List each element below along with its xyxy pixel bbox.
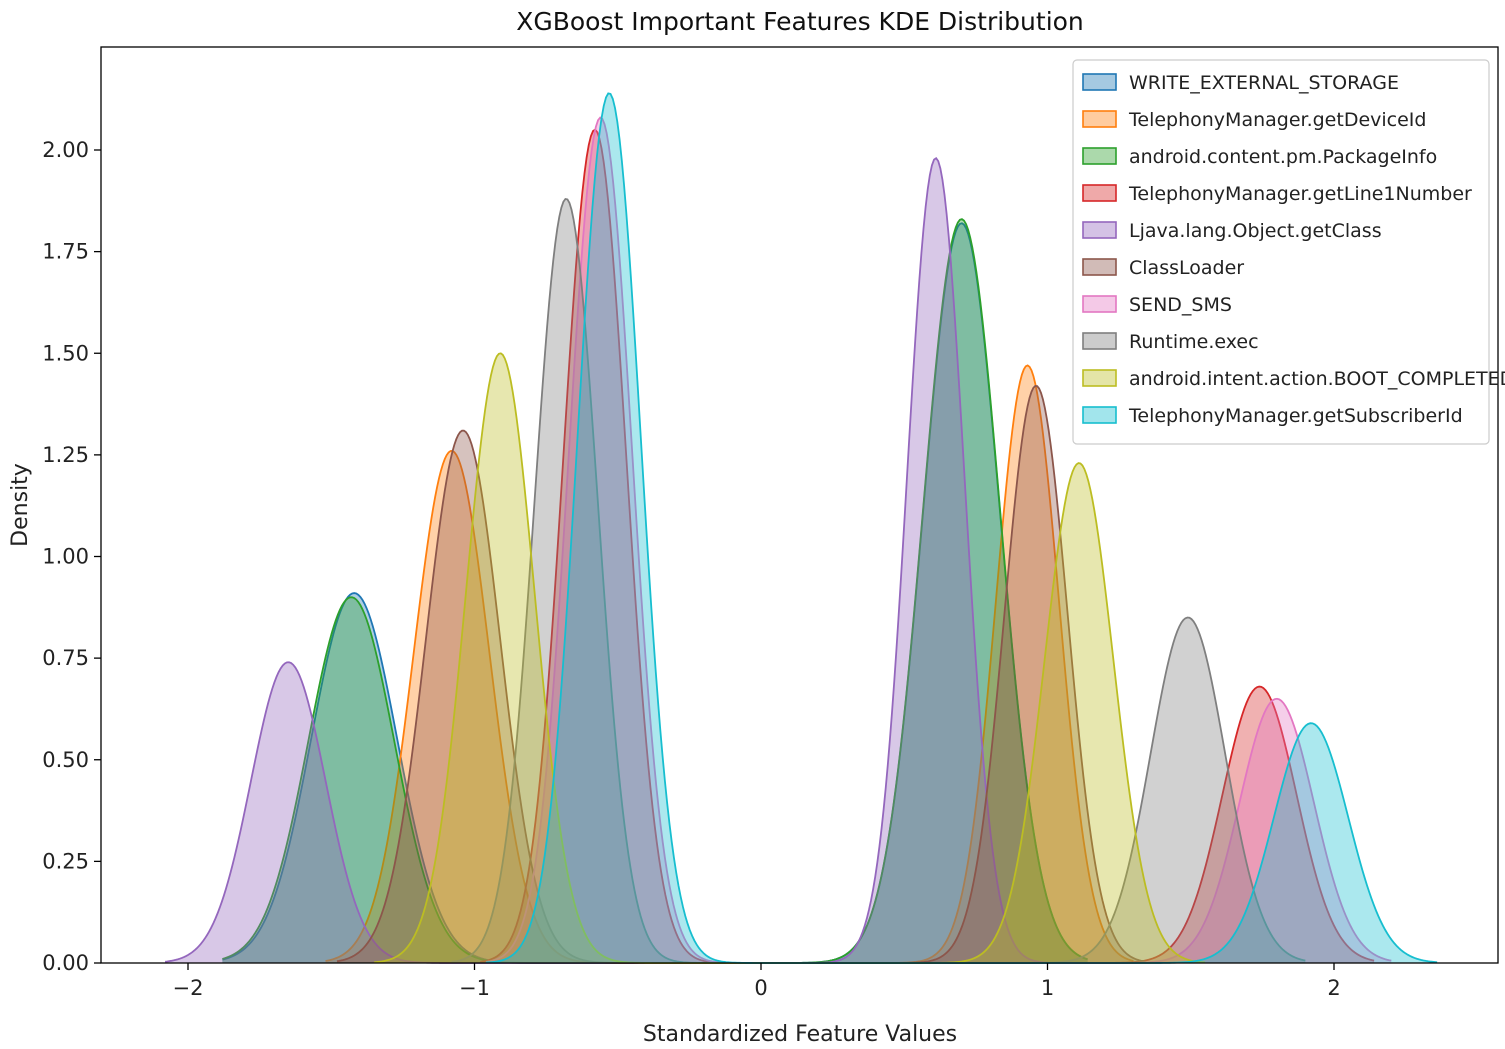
kde-area-4 [165, 158, 1048, 963]
y-tick-label: 1.75 [42, 240, 89, 264]
legend-item: TelephonyManager.getSubscriberId [1082, 405, 1463, 427]
legend-label: TelephonyManager.getLine1Number [1128, 183, 1472, 205]
legend-label: WRITE_EXTERNAL_STORAGE [1129, 72, 1399, 94]
legend-label: SEND_SMS [1129, 294, 1232, 316]
kde-area-8 [374, 353, 1206, 964]
kde-area-1 [325, 365, 1134, 964]
legend-swatch [1082, 184, 1117, 202]
y-tick-label: 0.75 [42, 646, 89, 670]
y-axis-ticks: 0.00 0.25 0.50 0.75 1.00 1.25 1.50 1.75 2.00 [42, 138, 101, 975]
y-tick-label: 2.00 [42, 138, 89, 162]
x-axis-label: Standardized Feature Values [643, 1022, 957, 1047]
x-tick-label: 2 [1327, 976, 1340, 1000]
y-tick-label: 1.25 [42, 443, 89, 467]
legend-label: ClassLoader [1129, 257, 1244, 279]
legend-swatch [1082, 295, 1117, 313]
kde-area-5 [336, 385, 1145, 963]
y-tick-label: 1.50 [42, 341, 89, 365]
legend-swatch [1082, 221, 1117, 239]
legend-label: Ljava.lang.Object.getClass [1129, 220, 1382, 242]
x-tick-label: −1 [459, 976, 490, 1000]
kde-area-7 [451, 199, 1306, 963]
kde-area-2 [222, 219, 1088, 963]
y-tick-label: 0.25 [42, 849, 89, 873]
legend-swatch [1082, 369, 1117, 387]
legend-item: SEND_SMS [1082, 294, 1232, 316]
legend-item: ClassLoader [1082, 257, 1244, 279]
legend-swatch [1082, 406, 1117, 424]
kde-area-6 [485, 117, 1392, 963]
legend-label: Runtime.exec [1129, 331, 1259, 353]
legend: WRITE_EXTERNAL_STORAGE TelephonyManager.g… [1072, 59, 1505, 445]
x-axis-ticks: −2 −1 0 1 2 [173, 963, 1341, 1000]
legend-box [1072, 59, 1490, 445]
legend-swatch [1082, 258, 1117, 276]
x-tick-label: −2 [173, 976, 204, 1000]
legend-swatch [1082, 147, 1117, 165]
legend-label: TelephonyManager.getDeviceId [1128, 109, 1426, 131]
legend-item: TelephonyManager.getLine1Number [1082, 183, 1472, 205]
legend-label: TelephonyManager.getSubscriberId [1128, 405, 1463, 427]
plot-frame [100, 46, 1499, 964]
y-axis-label: Density [8, 463, 33, 547]
kde-area-0 [222, 223, 1088, 963]
y-tick-label: 1.00 [42, 545, 89, 569]
x-tick-label: 1 [1041, 976, 1054, 1000]
kde-area-9 [485, 93, 1438, 963]
legend-item: TelephonyManager.getDeviceId [1082, 109, 1426, 131]
legend-swatch [1082, 332, 1117, 350]
legend-label: android.intent.action.BOOT_COMPLETED [1129, 368, 1505, 390]
legend-item: android.content.pm.PackageInfo [1082, 146, 1437, 168]
y-tick-label: 0.50 [42, 748, 89, 772]
legend-item: WRITE_EXTERNAL_STORAGE [1082, 72, 1399, 94]
chart-title: XGBoost Important Features KDE Distribut… [516, 7, 1084, 36]
legend-item: Runtime.exec [1082, 331, 1259, 353]
legend-item: Ljava.lang.Object.getClass [1082, 220, 1382, 242]
legend-swatch [1082, 110, 1117, 128]
legend-item: android.intent.action.BOOT_COMPLETED [1082, 368, 1505, 390]
kde-series-8 [374, 352, 1206, 964]
legend-label: android.content.pm.PackageInfo [1129, 146, 1437, 168]
density-areas [164, 92, 1438, 964]
legend-swatch [1082, 73, 1117, 91]
x-tick-label: 0 [754, 976, 767, 1000]
y-tick-label: 0.00 [42, 951, 89, 975]
